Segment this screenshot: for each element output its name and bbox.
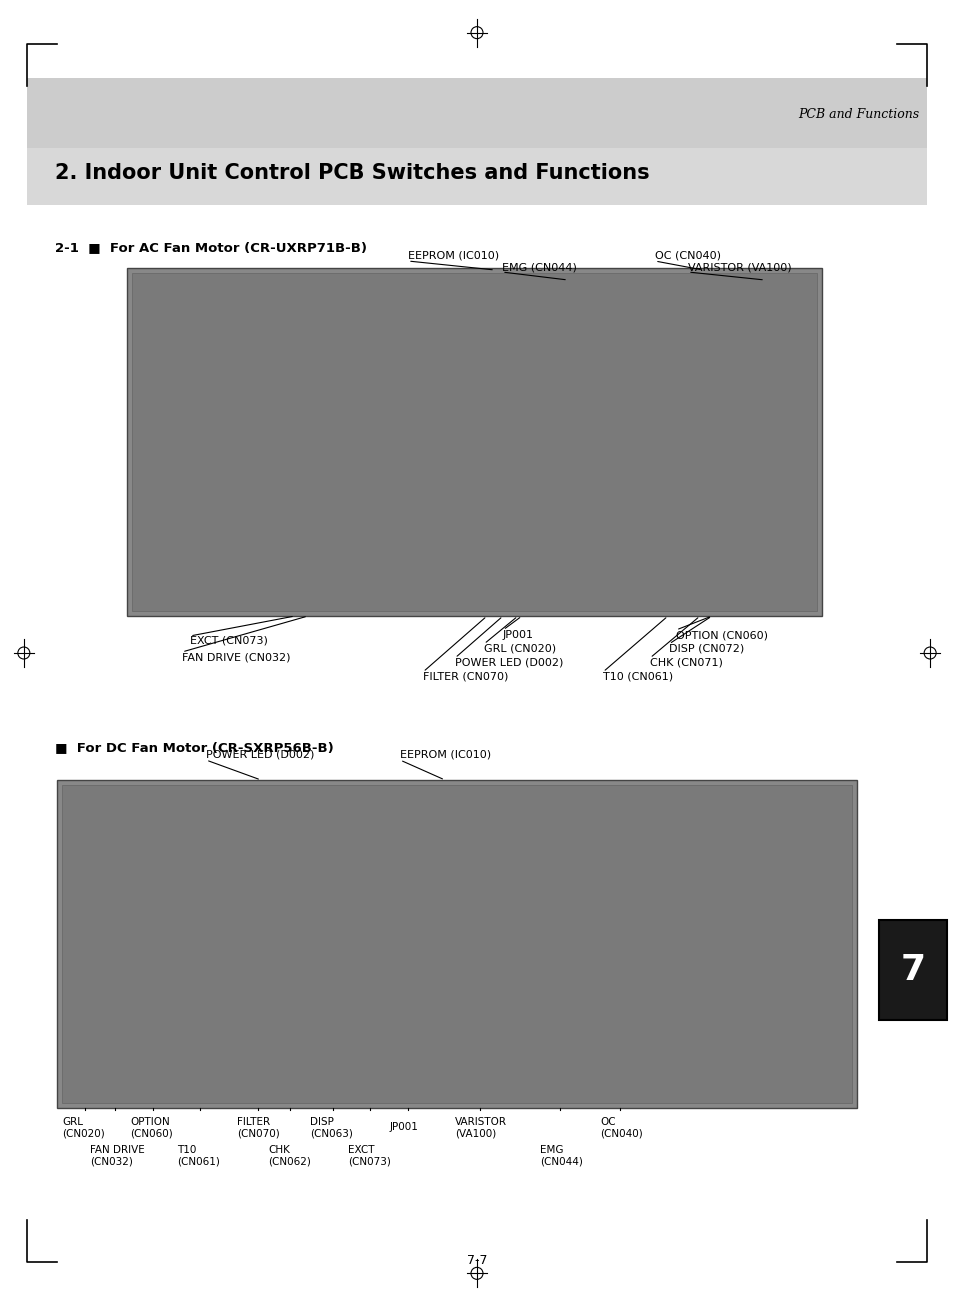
- Bar: [132, 273, 816, 611]
- Text: CHK
(CN062): CHK (CN062): [268, 1145, 311, 1166]
- Text: EMG (CN044): EMG (CN044): [501, 263, 577, 272]
- Text: EMG
(CN044): EMG (CN044): [539, 1145, 582, 1166]
- Bar: [62, 785, 851, 1104]
- Text: GRL
(CN020): GRL (CN020): [62, 1117, 105, 1139]
- Text: FILTER
(CN070): FILTER (CN070): [236, 1117, 279, 1139]
- Text: CHK (CN071): CHK (CN071): [649, 658, 722, 667]
- Bar: [57, 780, 856, 1107]
- Bar: [27, 78, 926, 148]
- Text: EXCT (CN073): EXCT (CN073): [190, 636, 268, 646]
- Text: EXCT
(CN073): EXCT (CN073): [348, 1145, 391, 1166]
- Text: OPTION
(CN060): OPTION (CN060): [130, 1117, 172, 1139]
- Text: FAN DRIVE (CN032): FAN DRIVE (CN032): [182, 652, 291, 662]
- Text: DISP (CN072): DISP (CN072): [668, 644, 743, 654]
- Bar: [878, 919, 946, 1020]
- Text: PCB and Functions: PCB and Functions: [797, 108, 918, 121]
- Text: DISP
(CN063): DISP (CN063): [310, 1117, 353, 1139]
- Text: EEPROM (IC010): EEPROM (IC010): [408, 251, 498, 261]
- Text: OC (CN040): OC (CN040): [655, 251, 720, 261]
- Text: VARISTOR (VA100): VARISTOR (VA100): [687, 263, 791, 272]
- Text: FAN DRIVE
(CN032): FAN DRIVE (CN032): [90, 1145, 145, 1166]
- Text: 7: 7: [900, 953, 924, 987]
- Text: T10
(CN061): T10 (CN061): [177, 1145, 219, 1166]
- Text: ■  For DC Fan Motor (CR-SXRP56B-B): ■ For DC Fan Motor (CR-SXRP56B-B): [55, 742, 334, 755]
- Text: POWER LED (D002): POWER LED (D002): [455, 658, 563, 667]
- Text: EEPROM (IC010): EEPROM (IC010): [399, 750, 491, 760]
- Bar: [127, 268, 821, 616]
- Text: JP001: JP001: [502, 629, 534, 640]
- Text: JP001: JP001: [390, 1122, 418, 1132]
- Text: OC
(CN040): OC (CN040): [599, 1117, 642, 1139]
- Text: OPTION (CN060): OPTION (CN060): [676, 629, 767, 640]
- Text: T10 (CN061): T10 (CN061): [602, 673, 673, 682]
- Text: VARISTOR
(VA100): VARISTOR (VA100): [455, 1117, 506, 1139]
- Text: FILTER (CN070): FILTER (CN070): [422, 673, 508, 682]
- Text: 2. Indoor Unit Control PCB Switches and Functions: 2. Indoor Unit Control PCB Switches and …: [55, 163, 649, 183]
- Text: POWER LED (D002): POWER LED (D002): [206, 750, 314, 760]
- Text: 7-7: 7-7: [466, 1254, 487, 1267]
- Bar: [27, 148, 926, 205]
- Text: 2-1  ■  For AC Fan Motor (CR-UXRP71B-B): 2-1 ■ For AC Fan Motor (CR-UXRP71B-B): [55, 242, 367, 255]
- Text: GRL (CN020): GRL (CN020): [483, 644, 556, 654]
